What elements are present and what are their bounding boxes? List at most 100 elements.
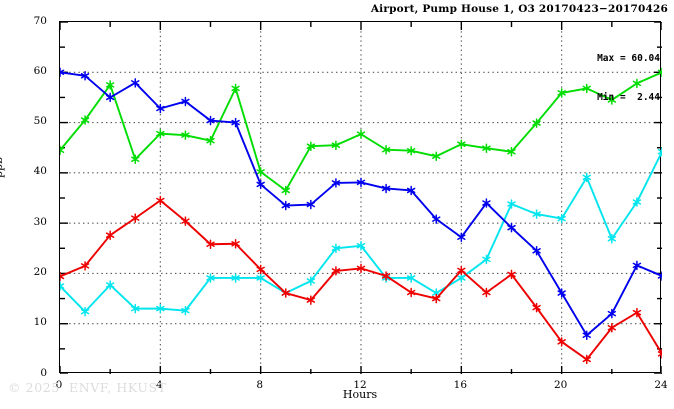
series-blue-marker (306, 199, 316, 210)
series-red-marker (256, 264, 265, 275)
series-blue-marker (406, 185, 416, 196)
page-title: Airport, Pump House 1, O3 20170423−20170… (370, 3, 668, 15)
marker-ray (231, 85, 240, 92)
marker-ray (657, 71, 662, 76)
marker-ray (306, 143, 316, 149)
series-blue-marker (657, 271, 662, 281)
series-cyan-marker (607, 233, 617, 244)
marker-ray (632, 80, 642, 87)
series-blue-marker (356, 177, 366, 188)
marker-ray (356, 243, 366, 249)
series-cyan-marker (632, 197, 642, 207)
marker-ray (60, 149, 65, 153)
series-green-marker (80, 115, 90, 125)
y-tick-label: 30 (33, 215, 47, 228)
series-green-marker (557, 88, 566, 98)
series-blue-marker (256, 179, 265, 190)
marker-ray (557, 90, 566, 96)
max-value-label: Max = 60.04 (597, 53, 660, 64)
series-cyan-marker (482, 254, 491, 265)
marker-ray (60, 71, 65, 76)
series-green-marker (181, 130, 190, 140)
marker-ray (256, 181, 265, 188)
y-axis-label: ppb (0, 156, 5, 178)
marker-ray (60, 273, 65, 278)
series-red-marker (131, 213, 140, 223)
marker-ray (256, 169, 265, 175)
series-green-marker (156, 128, 165, 139)
series-blue-marker (582, 330, 591, 341)
series-blue-marker (532, 246, 541, 256)
marker-ray (432, 153, 441, 160)
marker-ray (381, 146, 391, 153)
series-cyan-marker (457, 273, 466, 283)
series-cyan-marker (331, 243, 341, 254)
marker-ray (331, 245, 341, 252)
series-blue (60, 67, 662, 341)
marker-ray (80, 117, 90, 123)
series-green-marker (331, 140, 341, 150)
marker-ray (632, 309, 642, 316)
series-green-marker (231, 83, 240, 94)
y-tick-label: 0 (40, 366, 47, 379)
marker-ray (532, 248, 541, 254)
marker-ray (331, 180, 341, 186)
y-tick-label: 60 (33, 64, 47, 77)
marker-ray (256, 266, 265, 273)
series-blue-marker (281, 200, 290, 211)
series-red-marker (482, 287, 491, 298)
marker-ray (482, 200, 491, 206)
marker-ray (281, 187, 290, 194)
series-green-marker (432, 151, 441, 162)
series-cyan-marker (80, 306, 90, 317)
series-green-marker (457, 139, 466, 149)
series-blue-marker (156, 103, 165, 114)
series-blue-marker (632, 260, 642, 271)
marker-ray (105, 232, 115, 238)
marker-ray (306, 201, 316, 208)
marker-ray (582, 85, 591, 92)
series-cyan-marker (181, 305, 190, 316)
marker-ray (105, 94, 115, 101)
marker-ray (156, 197, 165, 204)
marker-ray (482, 256, 491, 263)
series-green-marker (356, 129, 366, 139)
marker-ray (432, 216, 441, 222)
marker-ray (281, 290, 290, 296)
marker-ray (507, 148, 516, 155)
marker-ray (657, 353, 662, 357)
marker-ray (657, 69, 662, 74)
x-axis-label: Hours (342, 388, 378, 401)
series-red-marker (432, 293, 441, 304)
marker-ray (381, 273, 391, 279)
series-blue-marker (507, 222, 516, 233)
marker-ray (60, 147, 65, 152)
series-blue-marker (105, 92, 115, 103)
marker-ray (607, 324, 617, 331)
series-blue-marker (131, 78, 140, 88)
marker-ray (582, 174, 591, 181)
marker-ray (206, 275, 215, 281)
series-green-marker (406, 145, 416, 156)
y-tick-label: 70 (33, 14, 47, 27)
marker-ray (457, 267, 466, 274)
x-tick-label: 24 (654, 379, 668, 391)
marker-ray (256, 275, 265, 281)
series-blue-marker (80, 71, 90, 81)
series-blue-marker (331, 178, 341, 188)
series-cyan-marker (406, 273, 416, 283)
series-green (60, 67, 662, 196)
series-red-marker (231, 239, 240, 249)
marker-ray (60, 283, 65, 287)
series-green-marker (607, 95, 617, 105)
series-green-marker (532, 118, 541, 128)
series-green-marker (256, 167, 265, 177)
marker-ray (131, 156, 140, 163)
y-tick-label: 20 (33, 265, 47, 278)
marker-ray (60, 275, 65, 280)
marker-ray (582, 356, 591, 363)
series-red-marker (80, 261, 90, 271)
marker-ray (356, 131, 366, 137)
marker-ray (557, 290, 566, 296)
marker-ray (356, 179, 366, 186)
